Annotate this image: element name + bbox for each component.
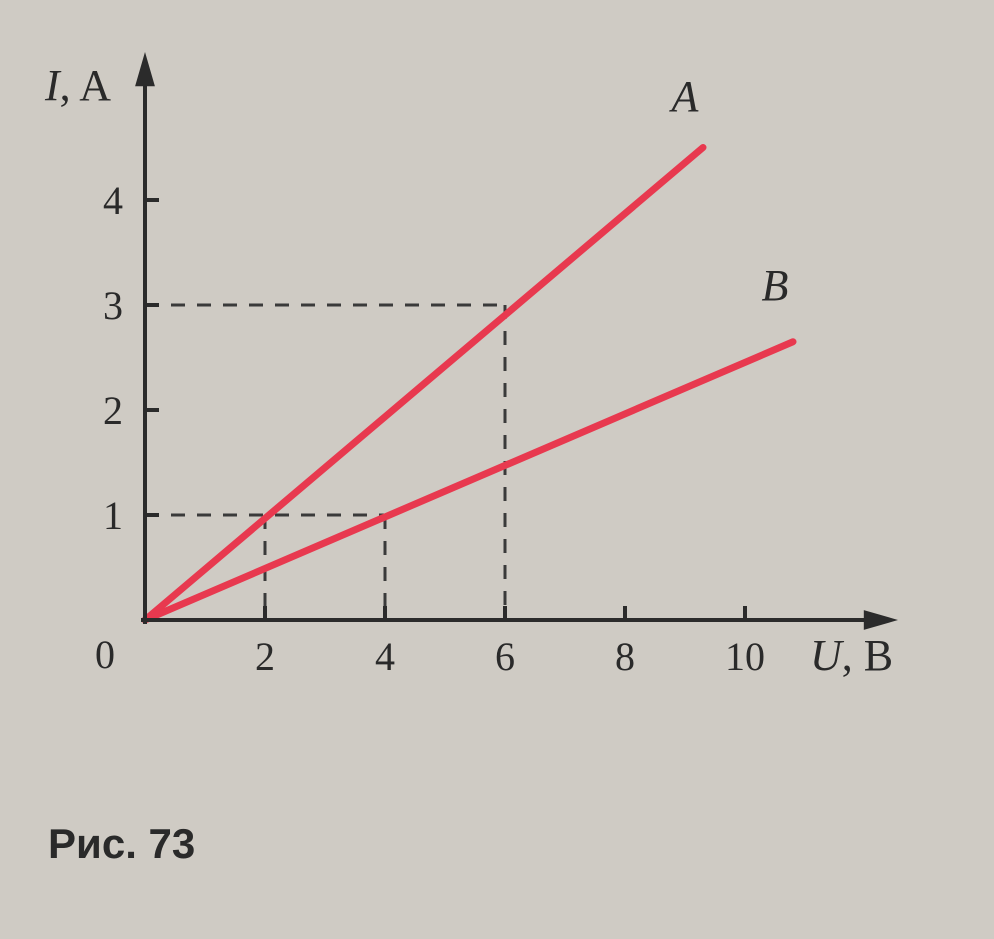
series-line-A bbox=[145, 148, 703, 621]
y-tick-label: 4 bbox=[103, 178, 123, 223]
y-axis-arrow-icon bbox=[135, 52, 155, 86]
x-tick-label: 10 bbox=[725, 634, 765, 679]
y-tick-label: 3 bbox=[103, 283, 123, 328]
y-axis-label: I, A bbox=[44, 61, 111, 110]
y-tick-label: 1 bbox=[103, 493, 123, 538]
x-tick-label: 6 bbox=[495, 634, 515, 679]
x-tick-label: 4 bbox=[375, 634, 395, 679]
chart-svg: A B 1 2 3 4 2 4 6 8 10 0 I, A U, B bbox=[0, 0, 994, 934]
series-label-A: A bbox=[669, 72, 700, 121]
series-line-B bbox=[145, 342, 793, 620]
x-axis-arrow-icon bbox=[864, 610, 898, 630]
iv-chart: A B 1 2 3 4 2 4 6 8 10 0 I, A U, B bbox=[0, 0, 994, 934]
x-tick-label: 2 bbox=[255, 634, 275, 679]
series-label-B: B bbox=[762, 261, 789, 310]
y-tick-label: 2 bbox=[103, 388, 123, 433]
caption-text: Рис. 73 bbox=[48, 820, 195, 867]
x-axis-label: U, B bbox=[810, 631, 893, 680]
figure-caption: Рис. 73 bbox=[48, 820, 195, 868]
origin-label: 0 bbox=[95, 632, 115, 677]
x-tick-label: 8 bbox=[615, 634, 635, 679]
